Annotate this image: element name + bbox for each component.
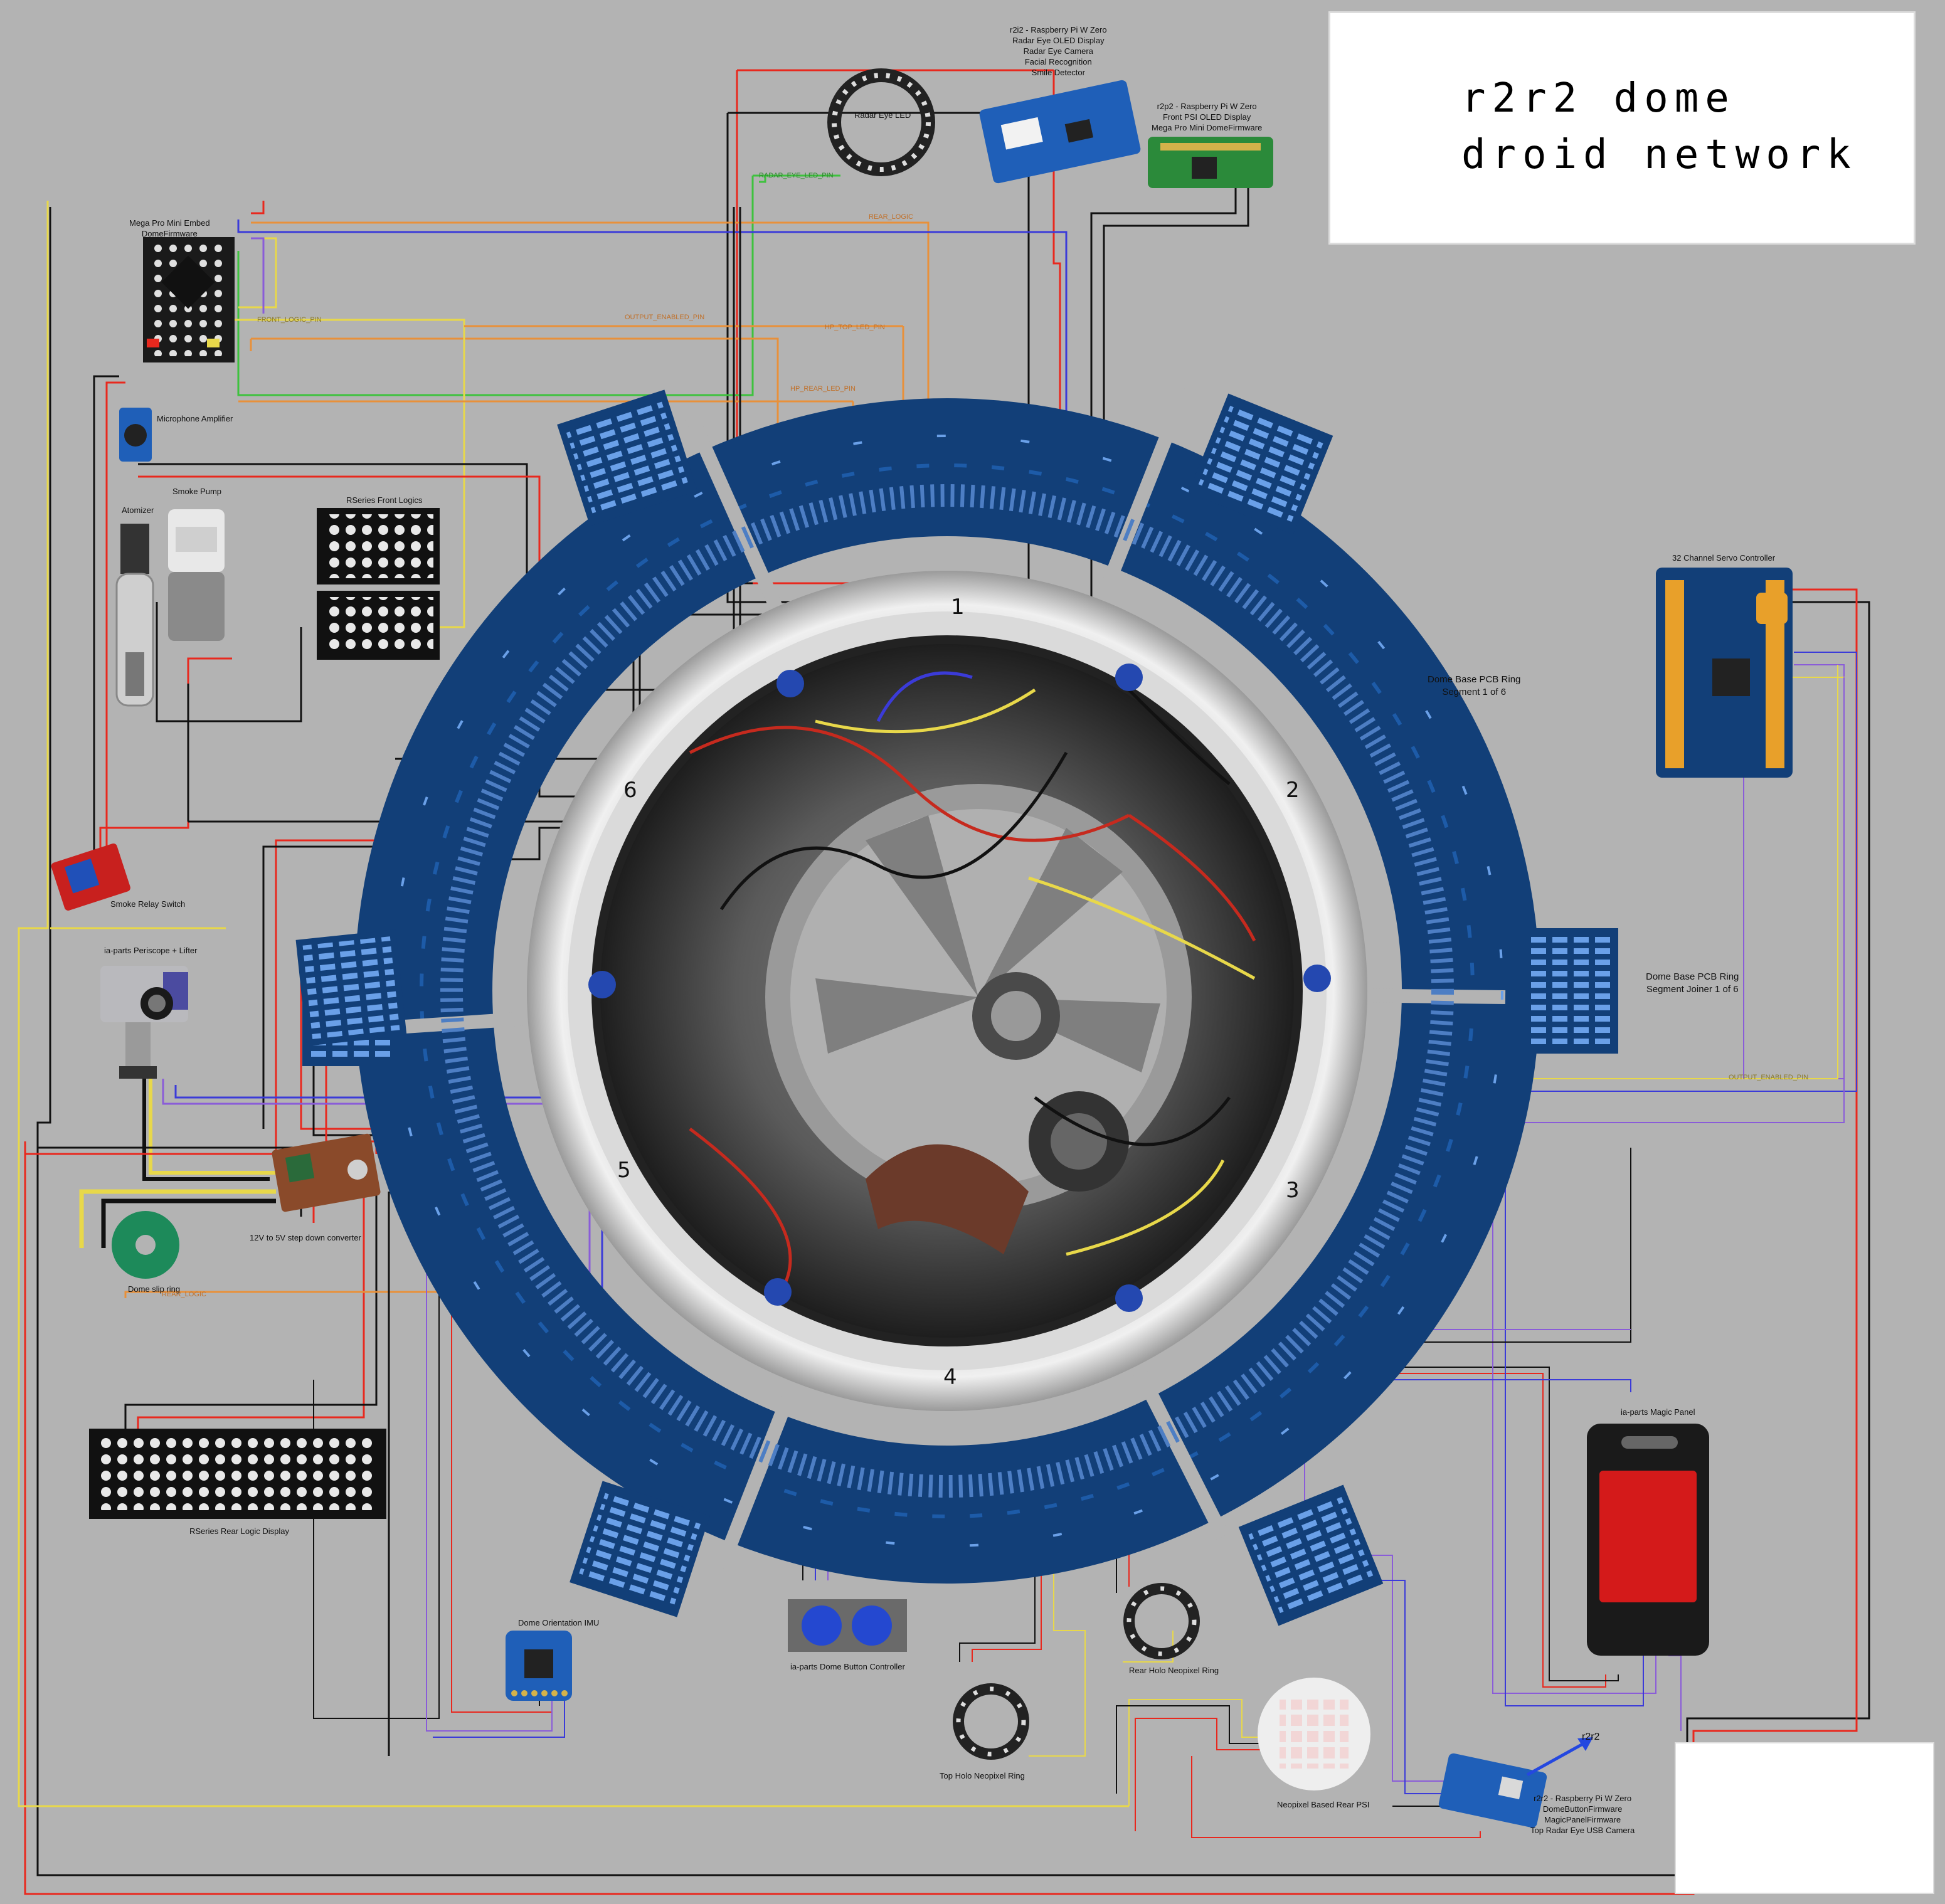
label-top-holo: Top Holo Neopixel Ring	[940, 1771, 1025, 1780]
title-line-1: r2r2 dome	[1461, 75, 1736, 122]
label-mega-pro: Mega Pro Mini Embed DomeFirmware	[129, 218, 210, 238]
rear-holo-neopixel-ring	[1123, 1583, 1200, 1659]
label-button-ctrl: ia-parts Dome Button Controller	[790, 1662, 905, 1671]
servo-controller-board	[1656, 568, 1793, 778]
label-r2r2: r2r2 - Raspberry Pi W Zero DomeButtonFirm…	[1530, 1794, 1635, 1835]
label-step-down: 12V to 5V step down converter	[250, 1233, 361, 1242]
magic-panel	[1587, 1424, 1709, 1656]
mega-pro-mini-board	[143, 237, 235, 362]
title-card-panel	[1328, 11, 1916, 245]
rear-psi-neopixel-matrix	[1258, 1678, 1370, 1790]
r2p2-pi-zero	[1148, 137, 1273, 188]
wire-label-radar-eye-led-pin: RADAR_EYE_LED_PIN	[759, 172, 834, 179]
smoke-pump	[168, 509, 225, 641]
label-r2i2: r2i2 - Raspberry Pi W Zero Radar Eye OLED…	[1010, 25, 1107, 77]
dome-orientation-imu	[506, 1631, 572, 1701]
periscope-lifter	[100, 966, 188, 1079]
dome-base-pcb-ring	[354, 386, 1540, 1584]
label-periscope: ia-parts Periscope + Lifter	[104, 946, 198, 955]
label-smoke-relay: Smoke Relay Switch	[110, 899, 186, 909]
segment-number-5: 5	[617, 1158, 631, 1183]
segment-number-4: 4	[943, 1365, 957, 1390]
segment-number-6: 6	[623, 778, 637, 803]
label-smoke-pump: Smoke Pump	[172, 487, 222, 496]
logo-card	[1675, 1742, 1934, 1894]
wire-label-rear-logic-top: REAR_LOGIC	[869, 213, 913, 221]
r2r2-pi-board	[1438, 1753, 1547, 1828]
label-rear-psi: Neopixel Based Rear PSI	[1277, 1800, 1370, 1809]
label-mic-amp: Microphone Amplifier	[157, 414, 233, 423]
r2i2-pi-board	[979, 80, 1141, 184]
front-logics-board	[317, 508, 440, 660]
rear-logic-display-board	[89, 1429, 386, 1519]
top-holo-neopixel-ring	[953, 1683, 1029, 1760]
wire-label-front-logic-pin: FRONT_LOGIC_PIN	[257, 316, 322, 324]
label-slip-ring: Dome slip ring	[128, 1284, 181, 1294]
label-servo-ctrl: 32 Channel Servo Controller	[1672, 553, 1776, 563]
label-imu: Dome Orientation IMU	[518, 1618, 600, 1627]
wire-label-rear-logic-bottom: REAR_LOGIC	[162, 1291, 206, 1298]
title-line-2: droid network	[1461, 132, 1857, 178]
segment-number-3: 3	[1286, 1178, 1300, 1203]
r2r2-arrow	[1526, 1742, 1585, 1777]
radar-eye-led-ring	[827, 68, 935, 176]
label-rear-logic: RSeries Rear Logic Display	[189, 1526, 289, 1536]
wire-label-output-enabled-pin-right: OUTPUT_ENABLED_PIN	[1729, 1074, 1809, 1081]
label-ring-joiner: Dome Base PCB Ring Segment Joiner 1 of 6	[1646, 971, 1739, 995]
label-rear-holo: Rear Holo Neopixel Ring	[1129, 1666, 1219, 1675]
label-front-logics: RSeries Front Logics	[346, 495, 423, 505]
wire-label-hp-rear-led-pin: HP_REAR_LED_PIN	[790, 385, 856, 393]
label-r2p2: r2p2 - Raspberry Pi W Zero Front PSI OLED…	[1152, 102, 1263, 132]
segment-number-1: 1	[951, 595, 965, 620]
label-radar-eye-led: Radar Eye LED	[854, 110, 911, 120]
wire-label-output-enabled-pin: OUTPUT_ENABLED_PIN	[625, 314, 705, 321]
smoke-relay-board	[51, 843, 130, 911]
label-atomizer: Atomizer	[122, 505, 154, 515]
label-magic-panel: ia-parts Magic Panel	[1621, 1407, 1695, 1417]
center-left-pcb-boards	[295, 929, 407, 1046]
atomizer	[115, 524, 154, 707]
wire-label-hp-top-led-pin: HP_TOP_LED_PIN	[825, 324, 885, 331]
dome-slip-ring	[112, 1211, 179, 1279]
step-down-converter	[272, 1133, 381, 1212]
segment-number-2: 2	[1286, 778, 1300, 803]
label-ring-segment: Dome Base PCB Ring Segment 1 of 6	[1428, 674, 1521, 697]
label-r2r2-arrow: r2r2	[1582, 1732, 1600, 1742]
microphone-amplifier-board	[119, 408, 152, 462]
dome-button-controller	[788, 1599, 907, 1652]
